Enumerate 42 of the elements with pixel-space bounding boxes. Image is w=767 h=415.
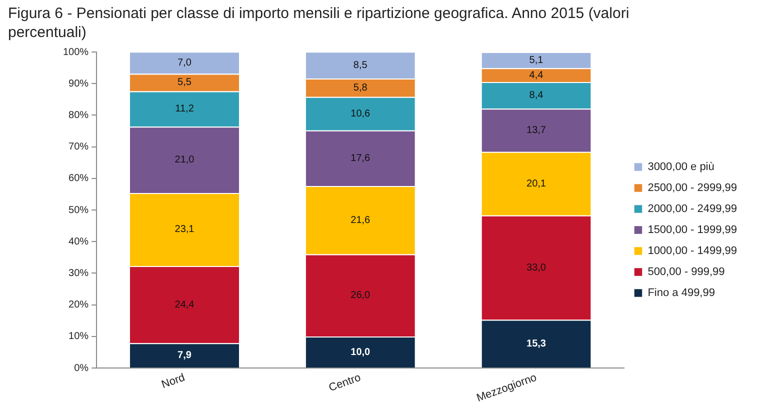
y-tick-label: 20% xyxy=(68,300,89,311)
data-label: 5,8 xyxy=(353,82,368,94)
y-tick-label: 80% xyxy=(68,110,89,121)
data-label: 8,5 xyxy=(353,60,368,71)
y-tick-label: 60% xyxy=(68,173,89,184)
data-label: 13,7 xyxy=(526,124,546,136)
y-tick-label: 30% xyxy=(68,268,89,279)
legend-label: 3000,00 e più xyxy=(648,161,714,174)
x-tick-label: Nord xyxy=(160,372,187,392)
data-label: 11,2 xyxy=(175,104,194,115)
data-label: 10,0 xyxy=(350,346,371,358)
data-label: 10,6 xyxy=(350,108,371,120)
data-label: 8,4 xyxy=(529,90,544,102)
legend-label: 1000,00 - 1499,99 xyxy=(648,245,738,258)
data-label: 23,1 xyxy=(174,224,195,236)
data-label: 5,1 xyxy=(529,54,544,66)
y-tick-label: 100% xyxy=(63,46,89,58)
chart-title: Figura 6 - Pensionati per classe di importo mensili e ripartizione geografica. Anno 2015 (valori percentuali) xyxy=(7,4,630,42)
legend-label: Fino a 499,99 xyxy=(648,287,715,300)
y-tick-label: 10% xyxy=(68,331,89,342)
legend-label: 2500,00 - 2999,99 xyxy=(648,182,738,194)
data-label: 21,0 xyxy=(174,154,195,166)
data-label: 21,6 xyxy=(350,214,371,226)
data-label: 7,9 xyxy=(178,350,192,362)
data-label: 7,0 xyxy=(178,57,192,68)
data-label: 20,1 xyxy=(526,178,546,190)
y-tick-label: 90% xyxy=(68,78,89,90)
data-label: 4,4 xyxy=(529,70,544,81)
legend-label: 1500,00 - 1999,99 xyxy=(648,224,738,236)
data-label: 24,4 xyxy=(174,299,195,310)
y-tick-label: 0% xyxy=(74,362,89,374)
legend-label: 2000,00 - 2499,99 xyxy=(648,203,738,216)
data-label: 33,0 xyxy=(526,262,546,274)
data-label: 26,0 xyxy=(350,290,371,302)
y-tick-label: 70% xyxy=(68,142,89,153)
y-tick-label: 40% xyxy=(68,236,89,248)
legend-label: 500,00 - 999,99 xyxy=(648,266,725,278)
y-tick-label: 50% xyxy=(68,204,89,216)
data-label: 15,3 xyxy=(526,338,546,350)
data-label: 17,6 xyxy=(350,152,371,164)
x-tick-label: Centro xyxy=(327,372,362,394)
data-label: 5,5 xyxy=(178,77,192,88)
